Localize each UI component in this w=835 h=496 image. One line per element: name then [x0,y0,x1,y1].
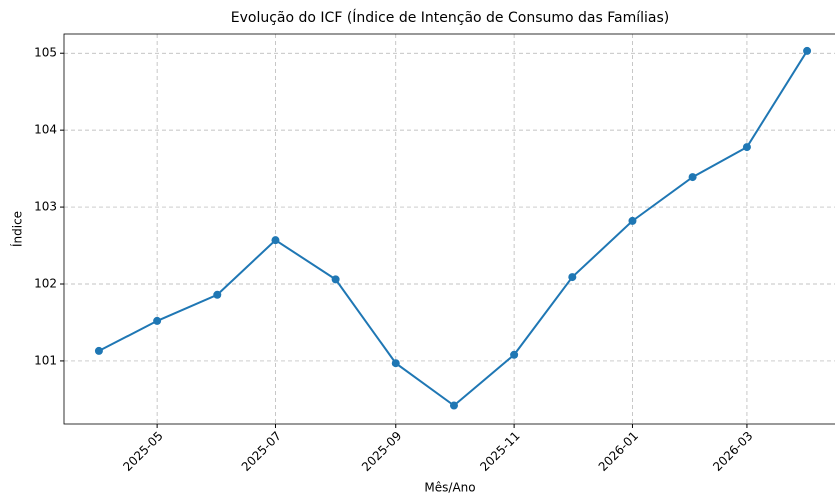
point [153,316,162,325]
point [94,346,103,355]
plot-frame [63,33,835,425]
y-tick-label: 101 [34,353,57,367]
line [98,50,808,407]
point [510,350,519,359]
point [803,46,812,55]
chart-title: Evolução do ICF (Índice de Intenção de C… [231,9,669,26]
x-tick-label: 2025-05 [120,429,165,474]
point [331,275,340,284]
point [742,143,751,152]
point [213,290,222,299]
y-axis-label: Índice [10,211,25,247]
x-tick-label: 2025-11 [477,429,522,474]
point [449,401,458,410]
x-tick-label: 2025-07 [239,429,284,474]
x-axis-label: Mês/Ano [424,481,475,495]
point [628,216,637,225]
y-tick-label: 105 [34,46,57,60]
point [391,359,400,368]
point [688,173,697,182]
x-tick-label: 2026-03 [710,429,755,474]
y-tick-label: 104 [34,123,57,137]
point [271,236,280,245]
x-tick-label: 2026-01 [596,429,641,474]
y-tick-label: 102 [34,277,57,291]
x-tick-label: 2025-09 [359,429,404,474]
point [568,273,577,282]
y-tick-label: 103 [34,200,57,214]
